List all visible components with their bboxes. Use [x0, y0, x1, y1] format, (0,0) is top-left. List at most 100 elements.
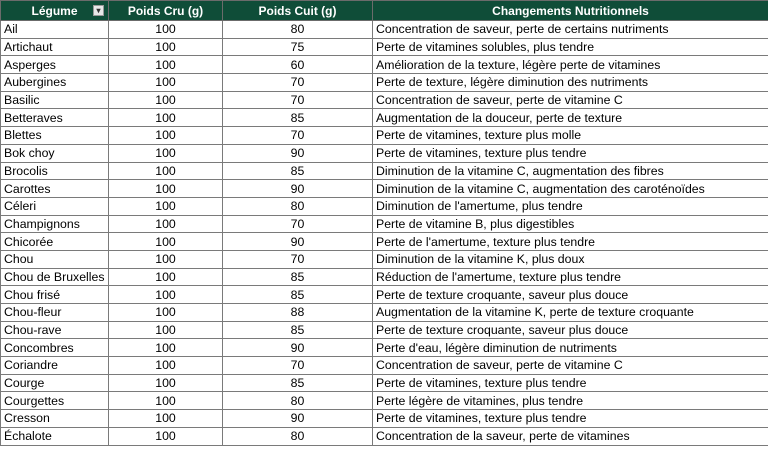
- cell-changements[interactable]: Perte de l'amertume, texture plus tendre: [372, 232, 768, 251]
- cell-poids-cuit[interactable]: 60: [222, 55, 373, 75]
- cell-changements[interactable]: Perte de vitamines, texture plus molle: [372, 126, 768, 145]
- cell-changements[interactable]: Diminution de l'amertume, plus tendre: [372, 196, 768, 216]
- cell-poids-cru[interactable]: 100: [108, 426, 223, 446]
- cell-legume[interactable]: Échalote: [0, 426, 109, 446]
- cell-poids-cru[interactable]: 100: [108, 90, 223, 110]
- cell-poids-cuit[interactable]: 70: [222, 90, 373, 110]
- cell-changements[interactable]: Concentration de saveur, perte de vitami…: [372, 90, 768, 110]
- cell-poids-cuit[interactable]: 70: [222, 249, 373, 269]
- cell-changements[interactable]: Perte de vitamine B, plus digestibles: [372, 214, 768, 234]
- cell-poids-cuit[interactable]: 85: [222, 285, 373, 304]
- cell-poids-cuit[interactable]: 85: [222, 373, 373, 393]
- cell-poids-cru[interactable]: 100: [108, 373, 223, 393]
- cell-changements[interactable]: Perte de texture croquante, saveur plus …: [372, 285, 768, 304]
- cell-legume[interactable]: Courgettes: [0, 391, 109, 411]
- cell-legume[interactable]: Concombres: [0, 338, 109, 358]
- cell-changements[interactable]: Diminution de la vitamine K, plus doux: [372, 249, 768, 269]
- cell-legume[interactable]: Basilic: [0, 90, 109, 110]
- cell-legume[interactable]: Chou: [0, 249, 109, 269]
- cell-poids-cuit[interactable]: 90: [222, 409, 373, 428]
- cell-changements[interactable]: Augmentation de la douceur, perte de tex…: [372, 108, 768, 128]
- cell-poids-cuit[interactable]: 85: [222, 267, 373, 287]
- cell-poids-cuit[interactable]: 88: [222, 303, 373, 322]
- cell-changements[interactable]: Concentration de saveur, perte de certai…: [372, 20, 768, 39]
- header-legume[interactable]: Légume ▾: [0, 0, 109, 21]
- cell-poids-cuit[interactable]: 90: [222, 232, 373, 251]
- cell-changements[interactable]: Perte de texture, légère diminution des …: [372, 73, 768, 92]
- cell-legume[interactable]: Chou de Bruxelles: [0, 267, 109, 287]
- cell-legume[interactable]: Chou-fleur: [0, 303, 109, 322]
- cell-changements[interactable]: Perte de vitamines, texture plus tendre: [372, 373, 768, 393]
- cell-poids-cuit[interactable]: 70: [222, 214, 373, 234]
- cell-poids-cuit[interactable]: 80: [222, 20, 373, 39]
- cell-poids-cru[interactable]: 100: [108, 196, 223, 216]
- cell-legume[interactable]: Courge: [0, 373, 109, 393]
- cell-poids-cru[interactable]: 100: [108, 267, 223, 287]
- cell-poids-cru[interactable]: 100: [108, 126, 223, 145]
- cell-poids-cru[interactable]: 100: [108, 108, 223, 128]
- cell-poids-cuit[interactable]: 80: [222, 196, 373, 216]
- cell-poids-cru[interactable]: 100: [108, 232, 223, 251]
- sort-filter-icon[interactable]: ▾: [93, 5, 104, 16]
- cell-changements[interactable]: Amélioration de la texture, légère perte…: [372, 55, 768, 75]
- cell-poids-cru[interactable]: 100: [108, 55, 223, 75]
- cell-poids-cru[interactable]: 100: [108, 73, 223, 92]
- cell-poids-cru[interactable]: 100: [108, 320, 223, 340]
- cell-poids-cuit[interactable]: 85: [222, 320, 373, 340]
- cell-poids-cru[interactable]: 100: [108, 303, 223, 322]
- cell-legume[interactable]: Cresson: [0, 409, 109, 428]
- header-poids-cuit[interactable]: Poids Cuit (g): [222, 0, 373, 21]
- cell-poids-cuit[interactable]: 90: [222, 338, 373, 358]
- cell-poids-cuit[interactable]: 80: [222, 426, 373, 446]
- cell-legume[interactable]: Carottes: [0, 179, 109, 198]
- cell-legume[interactable]: Chou frisé: [0, 285, 109, 304]
- cell-changements[interactable]: Diminution de la vitamine C, augmentatio…: [372, 161, 768, 181]
- cell-poids-cru[interactable]: 100: [108, 338, 223, 358]
- cell-poids-cru[interactable]: 100: [108, 249, 223, 269]
- cell-changements[interactable]: Concentration de saveur, perte de vitami…: [372, 356, 768, 375]
- cell-poids-cru[interactable]: 100: [108, 143, 223, 163]
- cell-poids-cuit[interactable]: 80: [222, 391, 373, 411]
- cell-changements[interactable]: Perte de vitamines solubles, plus tendre: [372, 37, 768, 57]
- cell-legume[interactable]: Coriandre: [0, 356, 109, 375]
- cell-poids-cru[interactable]: 100: [108, 391, 223, 411]
- cell-poids-cuit[interactable]: 75: [222, 37, 373, 57]
- cell-legume[interactable]: Champignons: [0, 214, 109, 234]
- cell-changements[interactable]: Perte d'eau, légère diminution de nutrim…: [372, 338, 768, 358]
- cell-changements[interactable]: Concentration de la saveur, perte de vit…: [372, 426, 768, 446]
- header-changements[interactable]: Changements Nutritionnels: [372, 0, 768, 21]
- cell-legume[interactable]: Chou-rave: [0, 320, 109, 340]
- cell-changements[interactable]: Perte de texture croquante, saveur plus …: [372, 320, 768, 340]
- cell-poids-cru[interactable]: 100: [108, 409, 223, 428]
- cell-changements[interactable]: Diminution de la vitamine C, augmentatio…: [372, 179, 768, 198]
- cell-legume[interactable]: Betteraves: [0, 108, 109, 128]
- cell-poids-cru[interactable]: 100: [108, 214, 223, 234]
- cell-legume[interactable]: Céleri: [0, 196, 109, 216]
- cell-poids-cuit[interactable]: 90: [222, 143, 373, 163]
- cell-legume[interactable]: Artichaut: [0, 37, 109, 57]
- cell-poids-cru[interactable]: 100: [108, 37, 223, 57]
- cell-poids-cru[interactable]: 100: [108, 20, 223, 39]
- cell-changements[interactable]: Perte légère de vitamines, plus tendre: [372, 391, 768, 411]
- cell-legume[interactable]: Ail: [0, 20, 109, 39]
- cell-poids-cuit[interactable]: 90: [222, 179, 373, 198]
- cell-poids-cuit[interactable]: 85: [222, 161, 373, 181]
- cell-legume[interactable]: Asperges: [0, 55, 109, 75]
- cell-poids-cuit[interactable]: 85: [222, 108, 373, 128]
- cell-poids-cuit[interactable]: 70: [222, 126, 373, 145]
- cell-legume[interactable]: Blettes: [0, 126, 109, 145]
- cell-poids-cru[interactable]: 100: [108, 285, 223, 304]
- cell-legume[interactable]: Bok choy: [0, 143, 109, 163]
- cell-legume[interactable]: Brocolis: [0, 161, 109, 181]
- cell-legume[interactable]: Aubergines: [0, 73, 109, 92]
- cell-changements[interactable]: Perte de vitamines, texture plus tendre: [372, 409, 768, 428]
- cell-changements[interactable]: Perte de vitamines, texture plus tendre: [372, 143, 768, 163]
- cell-poids-cru[interactable]: 100: [108, 179, 223, 198]
- cell-legume[interactable]: Chicorée: [0, 232, 109, 251]
- cell-changements[interactable]: Réduction de l'amertume, texture plus te…: [372, 267, 768, 287]
- cell-changements[interactable]: Augmentation de la vitamine K, perte de …: [372, 303, 768, 322]
- cell-poids-cru[interactable]: 100: [108, 161, 223, 181]
- cell-poids-cuit[interactable]: 70: [222, 73, 373, 92]
- header-poids-cru[interactable]: Poids Cru (g): [108, 0, 223, 21]
- cell-poids-cuit[interactable]: 70: [222, 356, 373, 375]
